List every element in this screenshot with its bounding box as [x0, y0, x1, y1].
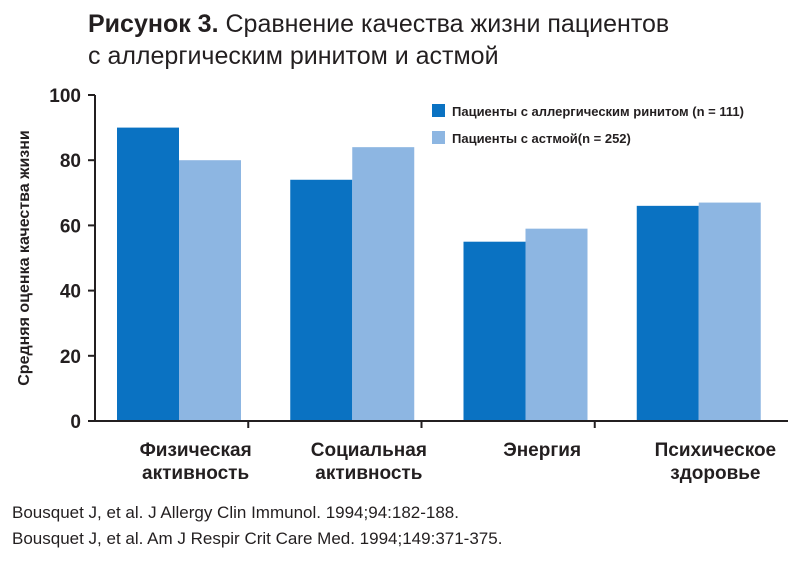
reference-1: Bousquet J, et al. J Allergy Clin Immuno… [12, 503, 459, 522]
x-tick-label: Психическое [655, 440, 777, 461]
figure-label: Рисунок 3. [88, 10, 219, 38]
x-tick-label: Социальная [311, 440, 427, 461]
legend-label: Пациенты с астмой(n = 252) [452, 131, 631, 146]
bar-asthma [179, 160, 241, 421]
x-tick-label: активность [315, 463, 422, 484]
reference-2: Bousquet J, et al. Am J Respir Crit Care… [12, 529, 503, 548]
y-tick-label: 20 [60, 347, 81, 368]
references: Bousquet J, et al. J Allergy Clin Immuno… [12, 500, 502, 552]
y-tick-label: 0 [70, 412, 81, 433]
figure-title: Рисунок 3. Сравнение качества жизни паци… [88, 8, 669, 72]
legend-swatch [432, 131, 445, 144]
x-tick-label: здоровье [670, 463, 760, 484]
legend-swatch [432, 104, 445, 117]
bar-rhinitis [463, 241, 526, 421]
figure-title-line2: с аллергическим ринитом и астмой [88, 42, 499, 70]
bar-chart: 0 20 40 60 80 100 Средняя оценка качества жизн… [16, 86, 788, 484]
x-tick-label: Энергия [503, 440, 581, 461]
bar-rhinitis [636, 205, 699, 421]
bar-asthma [525, 228, 588, 421]
legend-label: Пациенты с аллергическим ринитом (n = 11… [452, 104, 744, 119]
y-tick-label: 100 [49, 86, 81, 107]
figure-title-line1: Сравнение качества жизни пациентов [225, 10, 670, 38]
y-tick-label: 80 [60, 151, 81, 172]
bar-asthma [698, 202, 761, 421]
y-tick-label: 60 [60, 216, 81, 237]
y-tick-label: 40 [60, 282, 81, 303]
x-tick-label: активность [142, 463, 249, 484]
bar-asthma [352, 147, 415, 421]
bar-rhinitis [117, 127, 179, 421]
bar-rhinitis [290, 179, 353, 421]
y-axis-label: Средняя оценка качества жизни [16, 130, 33, 386]
x-tick-label: Физическая [140, 440, 252, 461]
